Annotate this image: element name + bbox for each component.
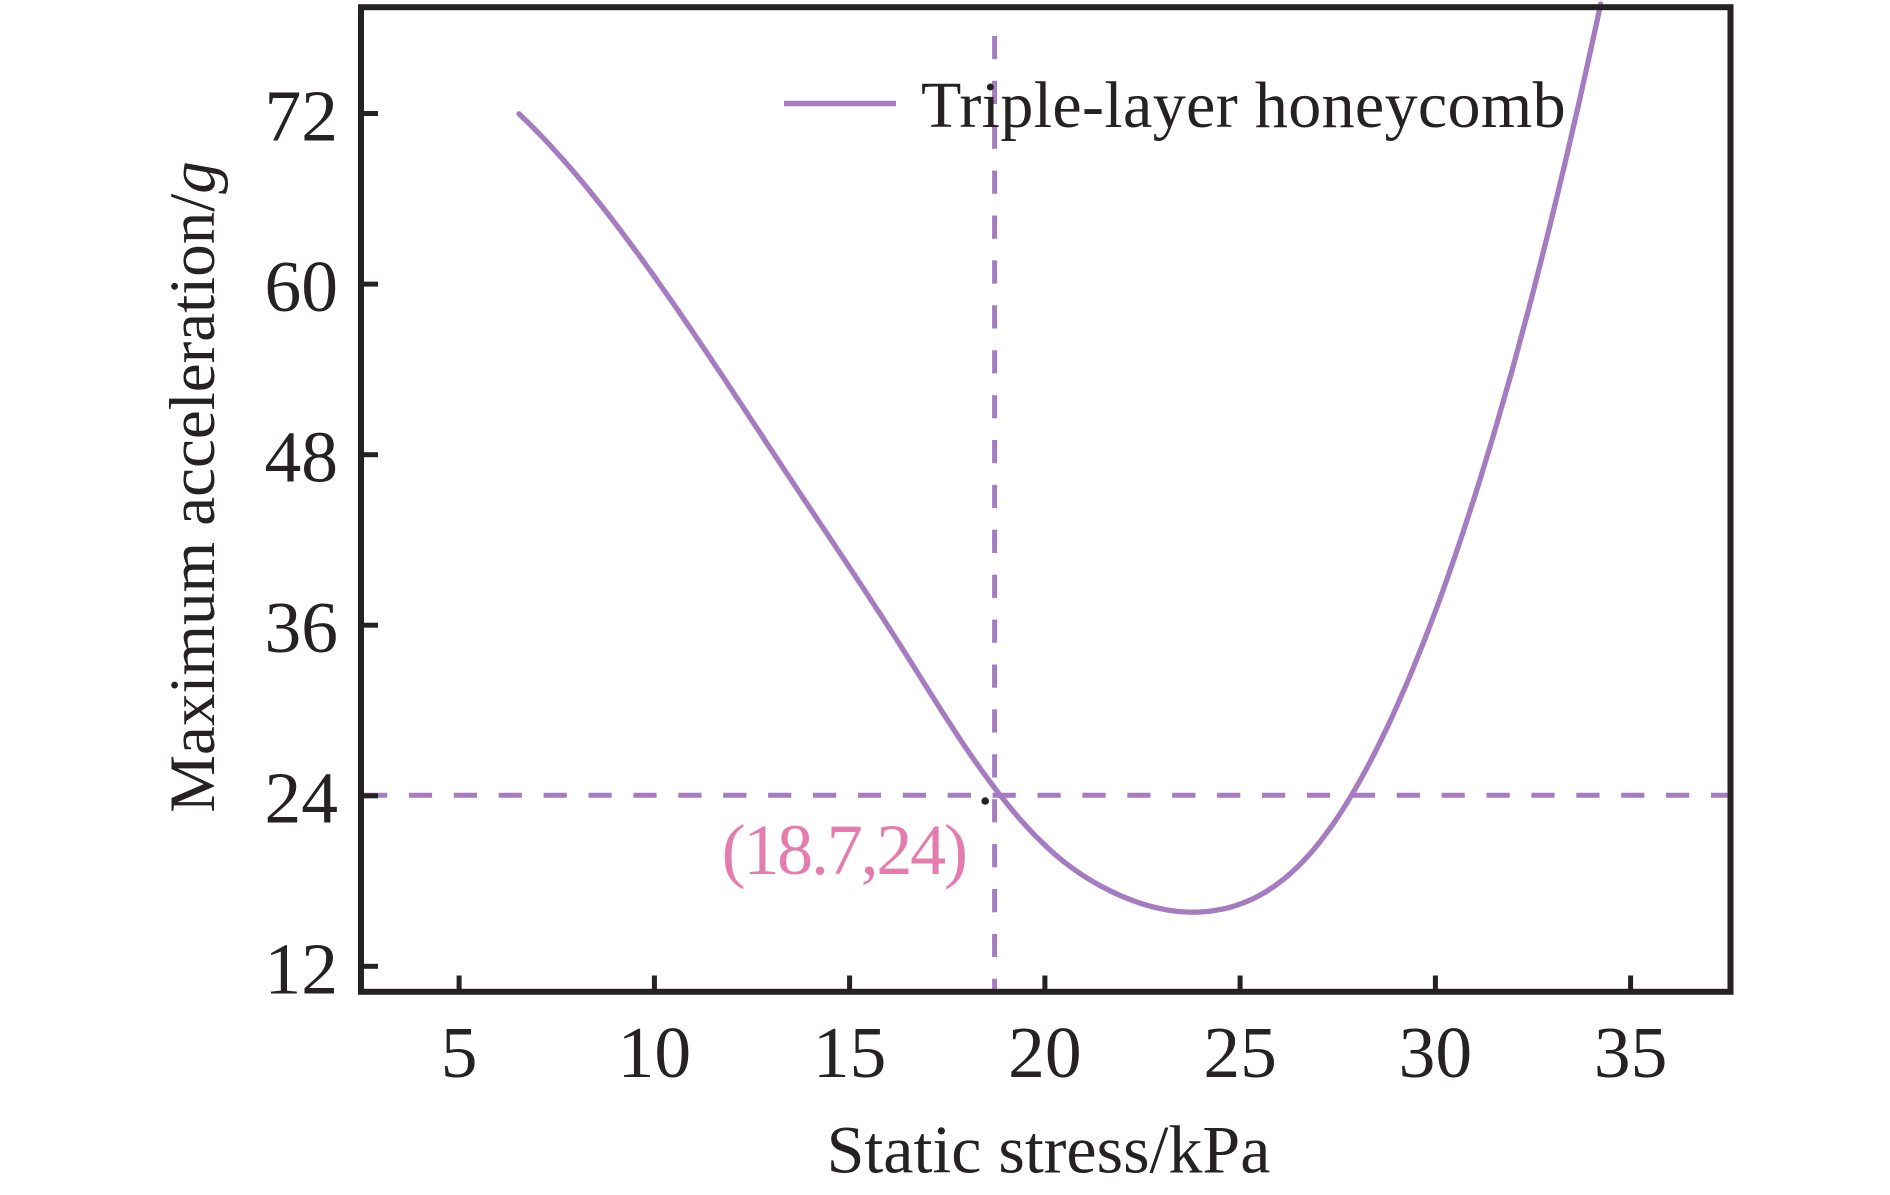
- svg-text:Static stress/kPa: Static stress/kPa: [827, 1112, 1271, 1188]
- svg-text:30: 30: [1399, 1012, 1473, 1093]
- svg-text:(18.7,24): (18.7,24): [722, 810, 966, 890]
- svg-text:35: 35: [1594, 1012, 1668, 1093]
- svg-text:24: 24: [265, 758, 339, 839]
- svg-text:5: 5: [441, 1012, 478, 1093]
- svg-text:36: 36: [265, 587, 339, 668]
- svg-text:48: 48: [265, 417, 339, 498]
- svg-text:10: 10: [618, 1012, 692, 1093]
- svg-text:20: 20: [1008, 1012, 1082, 1093]
- svg-text:Triple-layer honeycomb: Triple-layer honeycomb: [921, 69, 1566, 142]
- svg-text:60: 60: [265, 246, 339, 327]
- svg-text:15: 15: [813, 1012, 887, 1093]
- svg-text:25: 25: [1203, 1012, 1277, 1093]
- svg-text:72: 72: [265, 75, 339, 156]
- svg-text:12: 12: [265, 928, 339, 1009]
- svg-text:Maximum acceleration/g: Maximum acceleration/g: [157, 161, 229, 813]
